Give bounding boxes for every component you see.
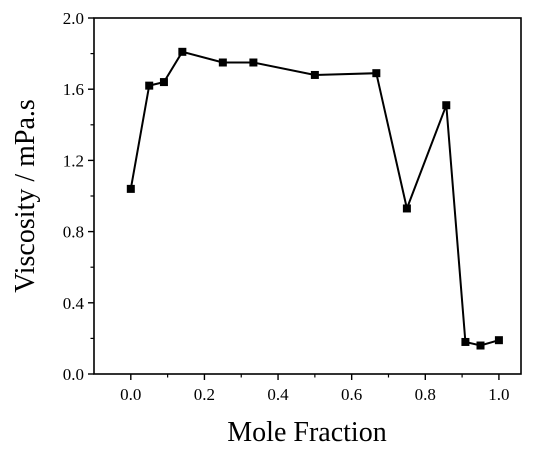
series-line (129, 50, 500, 347)
plot-frame (93, 17, 522, 375)
y-axis-ticks: 0.0 0.4 0.8 1.2 1.6 2.0 (63, 9, 94, 384)
x-tick-label: 1.0 (488, 385, 509, 404)
data-point (249, 58, 258, 67)
x-tick-label: 0.0 (120, 385, 141, 404)
x-tick-label: 0.8 (415, 385, 436, 404)
y-tick-label: 1.6 (63, 80, 84, 99)
data-point (442, 101, 451, 110)
x-axis-title: Mole Fraction (227, 417, 386, 448)
data-point (145, 81, 154, 90)
data-point (126, 184, 135, 193)
x-tick-label: 0.6 (341, 385, 362, 404)
data-point (310, 70, 319, 79)
data-point (372, 69, 381, 78)
series-markers (126, 47, 503, 350)
x-tick-label: 0.4 (267, 385, 289, 404)
data-point (494, 336, 503, 345)
y-tick-label: 0.8 (63, 223, 84, 242)
y-tick-label: 1.2 (63, 151, 84, 170)
y-axis-title: Viscosity / mPa.s (10, 99, 41, 293)
data-point (218, 58, 227, 67)
y-tick-label: 0.4 (63, 294, 85, 313)
data-point (476, 341, 485, 350)
x-axis-ticks: 0.0 0.2 0.4 0.6 0.8 1.0 (120, 374, 510, 404)
data-point (178, 47, 187, 56)
data-point (461, 337, 470, 346)
data-point (402, 204, 411, 213)
x-tick-label: 0.2 (194, 385, 215, 404)
data-point (159, 78, 168, 87)
y-tick-label: 2.0 (63, 9, 84, 28)
y-tick-label: 0.0 (63, 365, 84, 384)
